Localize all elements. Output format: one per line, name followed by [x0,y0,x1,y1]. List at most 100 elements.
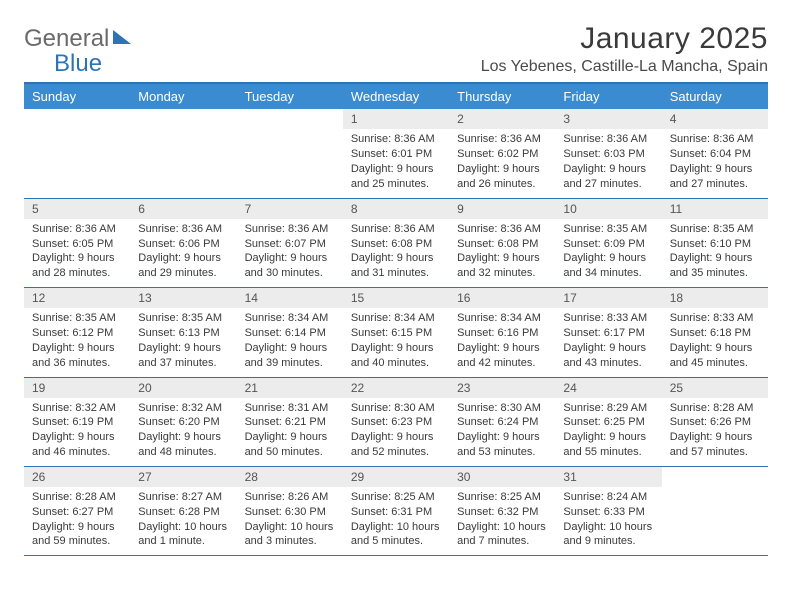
day-content: Sunrise: 8:35 AMSunset: 6:09 PMDaylight:… [555,219,661,287]
dayname-header: Sunday [24,83,130,109]
calendar-cell: 1Sunrise: 8:36 AMSunset: 6:01 PMDaylight… [343,109,449,198]
sunrise-line: Sunrise: 8:36 AM [457,222,547,237]
sunrise-line: Sunrise: 8:24 AM [563,490,653,505]
calendar-cell [237,109,343,198]
title-block: January 2025 Los Yebenes, Castille-La Ma… [481,22,768,76]
daylight-line: Daylight: 9 hours and 57 minutes. [670,430,760,460]
calendar-cell: 4Sunrise: 8:36 AMSunset: 6:04 PMDaylight… [662,109,768,198]
sunrise-line: Sunrise: 8:34 AM [457,311,547,326]
calendar-cell: 25Sunrise: 8:28 AMSunset: 6:26 PMDayligh… [662,377,768,466]
calendar-week: 19Sunrise: 8:32 AMSunset: 6:19 PMDayligh… [24,377,768,466]
daylight-line: Daylight: 9 hours and 53 minutes. [457,430,547,460]
daylight-line: Daylight: 9 hours and 34 minutes. [563,251,653,281]
calendar-cell: 17Sunrise: 8:33 AMSunset: 6:17 PMDayligh… [555,288,661,377]
day-content: Sunrise: 8:36 AMSunset: 6:07 PMDaylight:… [237,219,343,287]
sunrise-line: Sunrise: 8:32 AM [32,401,122,416]
daylight-line: Daylight: 9 hours and 48 minutes. [138,430,228,460]
day-content: Sunrise: 8:31 AMSunset: 6:21 PMDaylight:… [237,398,343,466]
calendar-table: SundayMondayTuesdayWednesdayThursdayFrid… [24,82,768,556]
calendar-cell: 6Sunrise: 8:36 AMSunset: 6:06 PMDaylight… [130,198,236,287]
sunrise-line: Sunrise: 8:28 AM [32,490,122,505]
sunrise-line: Sunrise: 8:32 AM [138,401,228,416]
calendar-cell: 5Sunrise: 8:36 AMSunset: 6:05 PMDaylight… [24,198,130,287]
day-content: Sunrise: 8:30 AMSunset: 6:24 PMDaylight:… [449,398,555,466]
calendar-cell: 27Sunrise: 8:27 AMSunset: 6:28 PMDayligh… [130,466,236,555]
sunrise-line: Sunrise: 8:34 AM [351,311,441,326]
daylight-line: Daylight: 9 hours and 28 minutes. [32,251,122,281]
sunrise-line: Sunrise: 8:30 AM [351,401,441,416]
day-number: 31 [555,467,661,487]
sunset-line: Sunset: 6:14 PM [245,326,335,341]
day-number: 24 [555,378,661,398]
daylight-line: Daylight: 9 hours and 55 minutes. [563,430,653,460]
sunset-line: Sunset: 6:23 PM [351,415,441,430]
calendar-cell: 15Sunrise: 8:34 AMSunset: 6:15 PMDayligh… [343,288,449,377]
calendar-cell: 28Sunrise: 8:26 AMSunset: 6:30 PMDayligh… [237,466,343,555]
sunset-line: Sunset: 6:03 PM [563,147,653,162]
sunset-line: Sunset: 6:05 PM [32,237,122,252]
day-number: 10 [555,199,661,219]
daylight-line: Daylight: 9 hours and 31 minutes. [351,251,441,281]
dayname-header: Friday [555,83,661,109]
calendar-cell: 16Sunrise: 8:34 AMSunset: 6:16 PMDayligh… [449,288,555,377]
day-content: Sunrise: 8:28 AMSunset: 6:27 PMDaylight:… [24,487,130,555]
location-text: Los Yebenes, Castille-La Mancha, Spain [481,58,768,76]
daylight-line: Daylight: 9 hours and 32 minutes. [457,251,547,281]
daylight-line: Daylight: 9 hours and 45 minutes. [670,341,760,371]
sunset-line: Sunset: 6:18 PM [670,326,760,341]
daylight-line: Daylight: 9 hours and 37 minutes. [138,341,228,371]
calendar-cell [130,109,236,198]
header: GeneralBlue January 2025 Los Yebenes, Ca… [24,22,768,76]
day-number: 22 [343,378,449,398]
calendar-cell: 23Sunrise: 8:30 AMSunset: 6:24 PMDayligh… [449,377,555,466]
calendar-cell: 9Sunrise: 8:36 AMSunset: 6:08 PMDaylight… [449,198,555,287]
daylight-line: Daylight: 9 hours and 39 minutes. [245,341,335,371]
dayname-header: Thursday [449,83,555,109]
day-content: Sunrise: 8:36 AMSunset: 6:04 PMDaylight:… [662,129,768,197]
sunrise-line: Sunrise: 8:25 AM [457,490,547,505]
sunrise-line: Sunrise: 8:36 AM [457,132,547,147]
day-number: 23 [449,378,555,398]
day-number: 9 [449,199,555,219]
day-number: 7 [237,199,343,219]
calendar-cell [662,466,768,555]
dayname-header: Tuesday [237,83,343,109]
sunrise-line: Sunrise: 8:36 AM [670,132,760,147]
sunset-line: Sunset: 6:13 PM [138,326,228,341]
day-number: 30 [449,467,555,487]
sunrise-line: Sunrise: 8:29 AM [563,401,653,416]
sunrise-line: Sunrise: 8:36 AM [351,222,441,237]
brand-logo: GeneralBlue [24,22,131,76]
daylight-line: Daylight: 10 hours and 3 minutes. [245,520,335,550]
day-content: Sunrise: 8:30 AMSunset: 6:23 PMDaylight:… [343,398,449,466]
calendar-cell [24,109,130,198]
sunrise-line: Sunrise: 8:35 AM [670,222,760,237]
day-number: 2 [449,109,555,129]
sunset-line: Sunset: 6:01 PM [351,147,441,162]
calendar-week: 5Sunrise: 8:36 AMSunset: 6:05 PMDaylight… [24,198,768,287]
day-content: Sunrise: 8:35 AMSunset: 6:10 PMDaylight:… [662,219,768,287]
sunset-line: Sunset: 6:26 PM [670,415,760,430]
sunrise-line: Sunrise: 8:33 AM [563,311,653,326]
calendar-cell: 11Sunrise: 8:35 AMSunset: 6:10 PMDayligh… [662,198,768,287]
day-number: 26 [24,467,130,487]
day-content: Sunrise: 8:28 AMSunset: 6:26 PMDaylight:… [662,398,768,466]
day-number: 21 [237,378,343,398]
day-content: Sunrise: 8:36 AMSunset: 6:01 PMDaylight:… [343,129,449,197]
day-number: 8 [343,199,449,219]
calendar-week: 12Sunrise: 8:35 AMSunset: 6:12 PMDayligh… [24,288,768,377]
calendar-cell: 21Sunrise: 8:31 AMSunset: 6:21 PMDayligh… [237,377,343,466]
sunrise-line: Sunrise: 8:36 AM [351,132,441,147]
calendar-cell: 14Sunrise: 8:34 AMSunset: 6:14 PMDayligh… [237,288,343,377]
sunrise-line: Sunrise: 8:26 AM [245,490,335,505]
calendar-cell: 31Sunrise: 8:24 AMSunset: 6:33 PMDayligh… [555,466,661,555]
sunset-line: Sunset: 6:17 PM [563,326,653,341]
calendar-cell: 19Sunrise: 8:32 AMSunset: 6:19 PMDayligh… [24,377,130,466]
sunset-line: Sunset: 6:28 PM [138,505,228,520]
day-number: 12 [24,288,130,308]
sunset-line: Sunset: 6:08 PM [351,237,441,252]
sunset-line: Sunset: 6:25 PM [563,415,653,430]
calendar-cell: 12Sunrise: 8:35 AMSunset: 6:12 PMDayligh… [24,288,130,377]
daylight-line: Daylight: 9 hours and 29 minutes. [138,251,228,281]
sunrise-line: Sunrise: 8:30 AM [457,401,547,416]
